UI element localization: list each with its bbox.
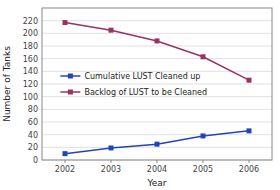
legend-label: Backlog of LUST to be Cleaned bbox=[84, 88, 207, 97]
legend: Cumulative LUST Cleaned up Backlog of LUS… bbox=[60, 72, 207, 97]
legend-label: Cumulative LUST Cleaned up bbox=[84, 72, 200, 81]
plot-frame bbox=[42, 8, 272, 160]
grid-line bbox=[42, 20, 272, 21]
series-line bbox=[65, 23, 249, 81]
series-point bbox=[201, 133, 206, 138]
series-point bbox=[247, 78, 252, 83]
grid-line bbox=[42, 134, 272, 135]
x-tick-label: 2006 bbox=[239, 165, 259, 174]
grid-line bbox=[42, 122, 272, 123]
grid-line bbox=[42, 147, 272, 148]
series-point bbox=[63, 20, 68, 25]
series-point bbox=[155, 38, 160, 43]
y-tick-label: 60 bbox=[28, 118, 38, 127]
y-tick-label: 100 bbox=[23, 93, 38, 102]
x-tick-label: 2003 bbox=[101, 165, 121, 174]
x-tick-label: 2005 bbox=[193, 165, 213, 174]
plot-area bbox=[63, 20, 252, 156]
x-tick-label: 2004 bbox=[147, 165, 167, 174]
series-point bbox=[155, 142, 160, 147]
series-point bbox=[109, 28, 114, 33]
chart: 0 20 40 60 80 100 120 140 160 180 200 220 2002 2003 20… bbox=[0, 0, 280, 190]
series-point bbox=[109, 145, 114, 150]
y-tick-label: 140 bbox=[23, 67, 38, 76]
y-tick-label: 120 bbox=[23, 80, 38, 89]
y-tick-label: 180 bbox=[23, 42, 38, 51]
x-axis-label: Year bbox=[146, 178, 166, 188]
series-line bbox=[65, 131, 249, 154]
y-tick-label: 220 bbox=[23, 17, 38, 26]
grid-line bbox=[42, 58, 272, 59]
series-point bbox=[201, 54, 206, 59]
legend-marker bbox=[68, 74, 73, 79]
y-tick-label: 40 bbox=[28, 131, 38, 140]
x-tick-label: 2002 bbox=[55, 165, 75, 174]
series-point bbox=[63, 151, 68, 156]
y-tick-label: 160 bbox=[23, 55, 38, 64]
y-tick-label: 20 bbox=[28, 143, 38, 152]
y-tick-label: 200 bbox=[23, 29, 38, 38]
y-axis-label: Number of Tanks bbox=[2, 46, 12, 122]
grid-line bbox=[42, 84, 272, 85]
legend-marker bbox=[68, 90, 73, 95]
grid-line bbox=[42, 33, 272, 34]
series-point bbox=[247, 128, 252, 133]
y-tick-label: 0 bbox=[33, 156, 38, 165]
y-tick-label: 80 bbox=[28, 105, 38, 114]
grid-line bbox=[42, 109, 272, 110]
grid-line bbox=[42, 46, 272, 47]
